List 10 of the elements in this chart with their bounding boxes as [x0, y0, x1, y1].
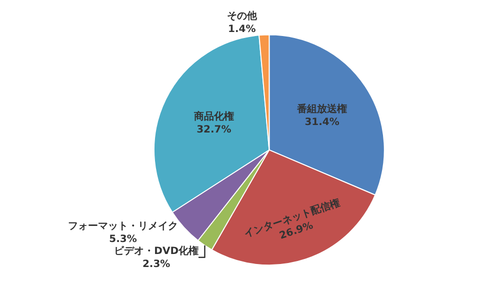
slice-label: その他	[226, 10, 258, 22]
data-label: 5.3%	[109, 234, 137, 245]
slice-label: ビデオ・DVD化権	[114, 244, 198, 257]
slice-label: 商品化権	[192, 110, 234, 122]
data-label: 2.3%	[142, 258, 170, 270]
data-label: 32.7%	[196, 124, 232, 136]
slice-label: フォーマット・リメイク	[68, 220, 178, 232]
data-label: 31.4%	[304, 116, 340, 128]
slice-label: 番組放送権	[296, 102, 348, 115]
data-label: 1.4%	[228, 24, 256, 35]
